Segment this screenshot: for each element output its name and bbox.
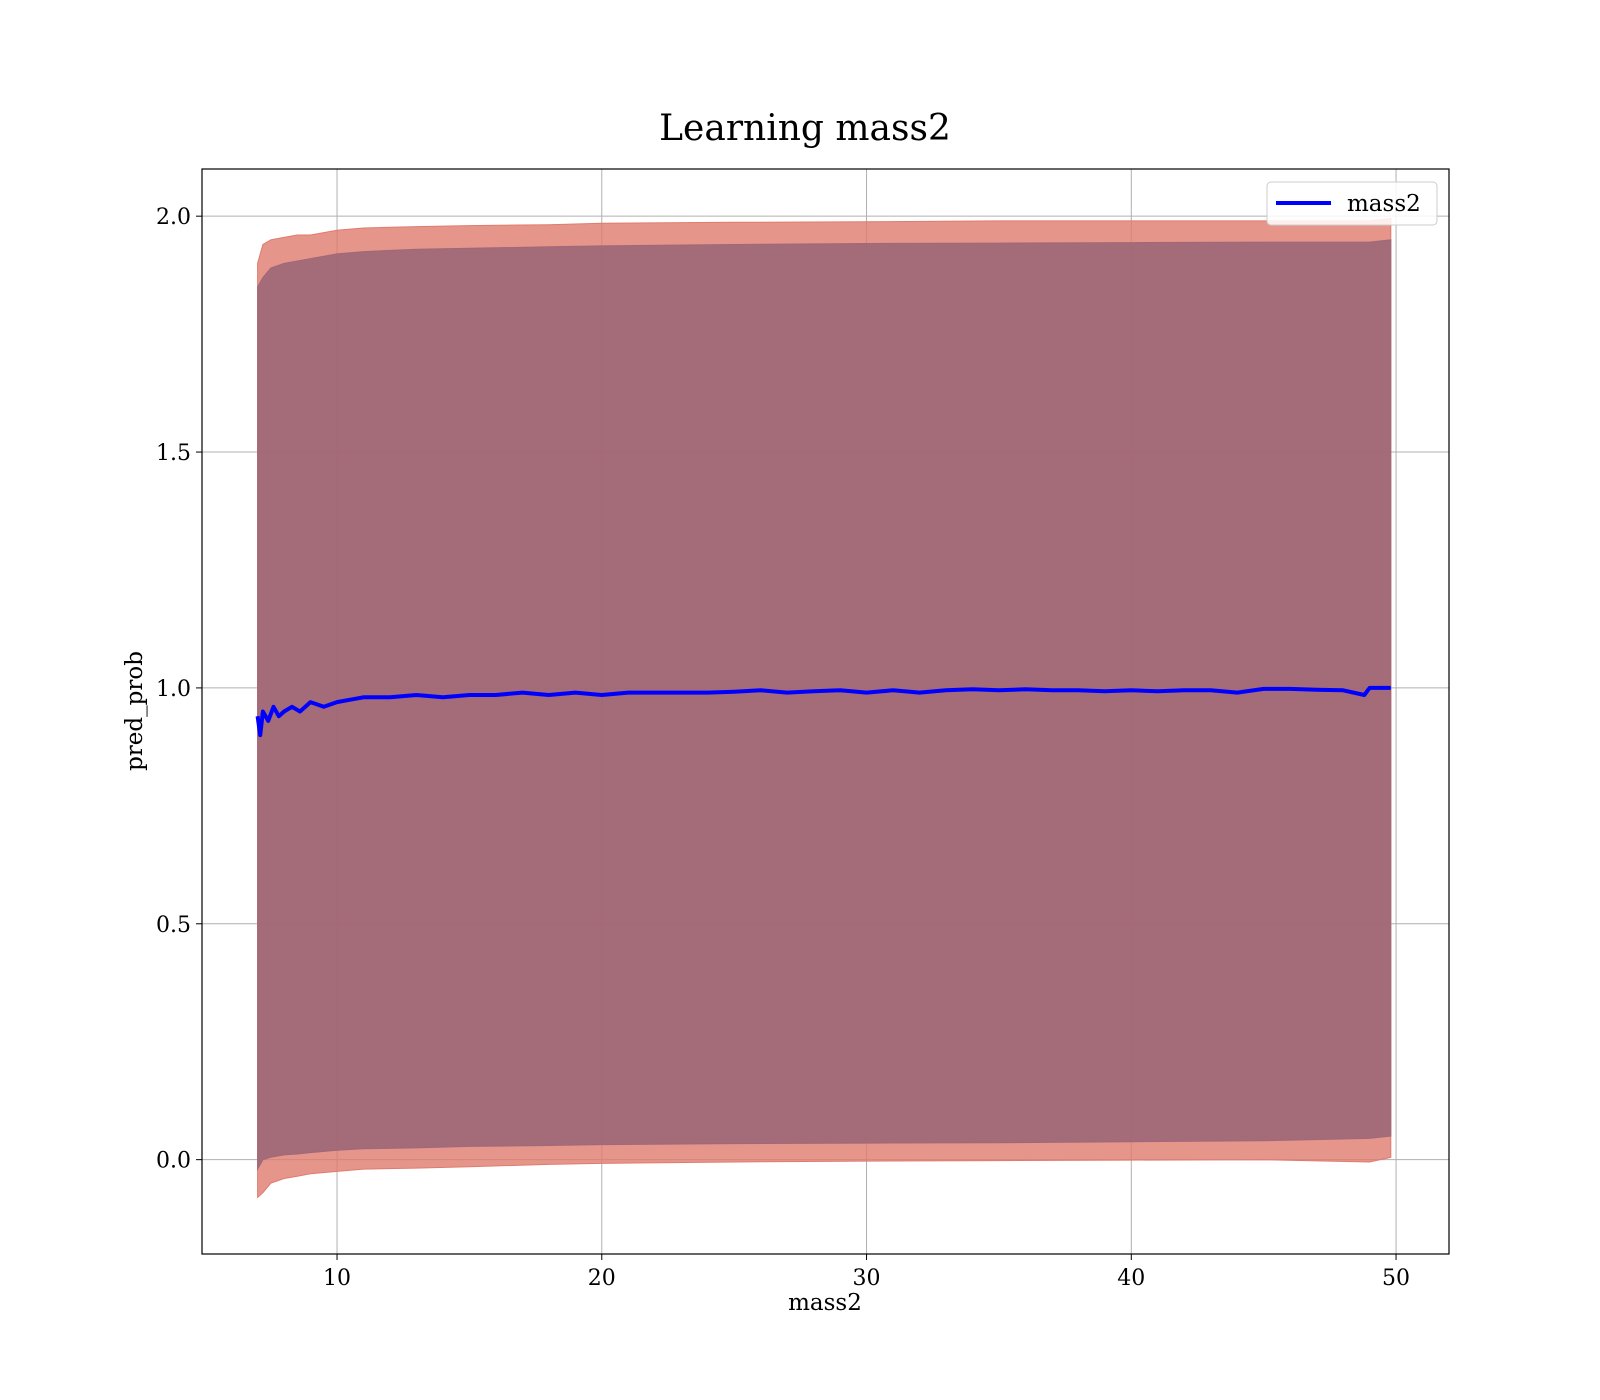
x-tick-label-40: 40: [1117, 1266, 1145, 1291]
legend-box: [1266, 181, 1438, 226]
legend-label-mass2: mass2: [1347, 191, 1421, 217]
y-tick-label-1.0: 1.0: [156, 677, 191, 702]
x-tick-label-10: 10: [323, 1266, 351, 1291]
x-axis-label: mass2: [788, 1290, 862, 1316]
series-lines: [255, 685, 1391, 738]
y-axis-ticks: 0.0 0.5 1.0 1.5 2.0: [156, 205, 202, 1174]
series-line-mass2: [255, 685, 1391, 738]
chart-title: Learning mass2: [659, 108, 951, 149]
plot-frame: [201, 168, 1450, 1255]
confidence-bands: [257, 217, 1392, 1199]
y-tick-label-2.0: 2.0: [156, 205, 191, 230]
x-tick-label-50: 50: [1382, 1266, 1410, 1291]
confidence-band-2: [257, 239, 1392, 1172]
y-tick-label-0.0: 0.0: [156, 1149, 191, 1174]
x-axis-ticks: 10 20 30 40 50: [323, 1254, 1410, 1291]
legend: mass2: [1266, 181, 1438, 226]
y-axis-label: pred_prob: [122, 651, 148, 771]
x-tick-label-30: 30: [853, 1266, 881, 1291]
y-tick-label-0.5: 0.5: [156, 913, 191, 938]
x-tick-label-20: 20: [588, 1266, 616, 1291]
y-tick-label-1.5: 1.5: [156, 441, 191, 466]
